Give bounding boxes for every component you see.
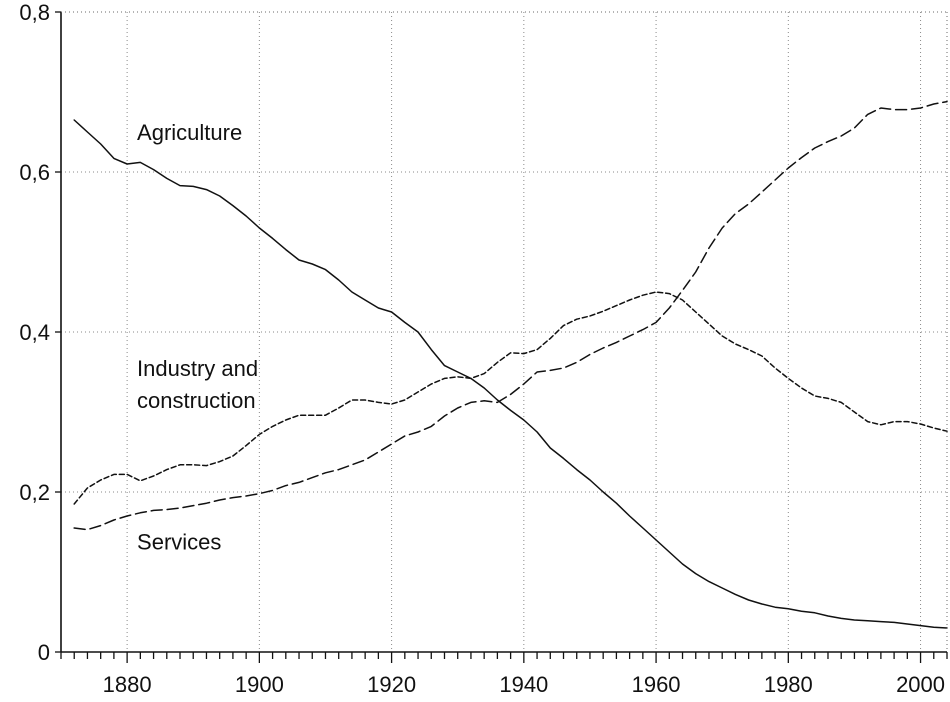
x-tick-label: 1980 [764,672,813,697]
x-tick-label: 1920 [367,672,416,697]
series-label-agriculture: Agriculture [137,120,242,145]
y-tick-label: 0,6 [19,160,50,185]
series-label-industry-and-construction: Industry and [137,356,258,381]
x-tick-label: 1960 [632,672,681,697]
tick-labels: 1880 1900 1920 1940 1960 1980 2000 0 0,2 0,4 0,6 0,… [19,0,945,697]
series-labels: Agriculture Industry and construction Servi… [137,120,258,555]
series-lines [73,100,948,629]
series-line-agriculture [73,119,948,629]
x-tick-label: 1880 [103,672,152,697]
x-tick-label: 1940 [499,672,548,697]
series-line-services [73,100,948,531]
series-line-industry-and-construction [73,291,948,505]
series-label-services: Services [137,530,221,555]
gridlines [61,12,947,652]
y-tick-label: 0,4 [19,320,50,345]
y-tick-label: 0,2 [19,480,50,505]
x-tick-label: 1900 [235,672,284,697]
series-label-industry-and-construction: construction [137,388,256,413]
y-tick-label: 0 [38,640,50,665]
x-tick-label: 2000 [896,672,945,697]
y-tick-label: 0,8 [19,0,50,25]
tick-marks [55,11,948,663]
